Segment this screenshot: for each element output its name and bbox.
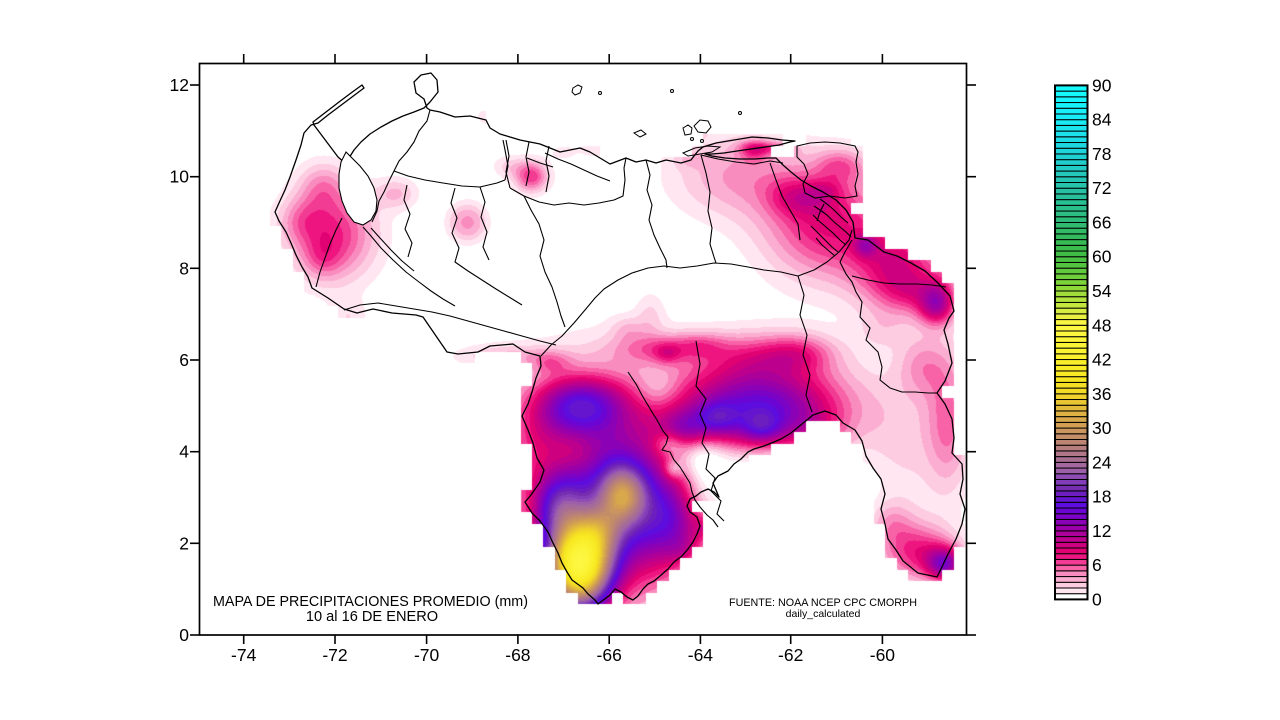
svg-text:10 al 16 DE ENERO: 10 al 16 DE ENERO	[306, 609, 438, 625]
svg-text:-68: -68	[505, 645, 530, 665]
svg-text:4: 4	[179, 442, 189, 462]
svg-text:FUENTE: NOAA NCEP CPC CMORPH: FUENTE: NOAA NCEP CPC CMORPH	[729, 597, 917, 609]
svg-text:-66: -66	[597, 645, 622, 665]
svg-text:8: 8	[179, 258, 189, 278]
svg-text:66: 66	[1092, 213, 1111, 233]
svg-text:78: 78	[1092, 144, 1111, 164]
svg-text:84: 84	[1092, 110, 1112, 130]
svg-text:-62: -62	[778, 645, 803, 665]
svg-text:36: 36	[1092, 384, 1111, 404]
svg-text:-70: -70	[414, 645, 440, 665]
svg-text:-64: -64	[688, 645, 714, 665]
svg-text:-72: -72	[322, 645, 347, 665]
svg-text:0: 0	[179, 625, 189, 645]
svg-text:24: 24	[1092, 452, 1112, 472]
svg-text:-60: -60	[870, 645, 896, 665]
svg-text:-74: -74	[231, 645, 257, 665]
svg-text:daily_calculated: daily_calculated	[786, 608, 861, 620]
svg-text:60: 60	[1092, 247, 1112, 267]
svg-text:12: 12	[170, 75, 189, 95]
svg-text:MAPA DE PRECIPITACIONES PROMED: MAPA DE PRECIPITACIONES PROMEDIO (mm)	[213, 594, 528, 610]
svg-text:48: 48	[1092, 315, 1111, 335]
svg-text:6: 6	[179, 350, 189, 370]
svg-text:12: 12	[1092, 521, 1111, 541]
svg-text:0: 0	[1092, 589, 1102, 609]
svg-text:18: 18	[1092, 487, 1111, 507]
svg-text:6: 6	[1092, 555, 1102, 575]
svg-text:54: 54	[1092, 281, 1112, 301]
svg-text:42: 42	[1092, 350, 1111, 370]
svg-text:30: 30	[1092, 418, 1112, 438]
svg-text:72: 72	[1092, 178, 1111, 198]
svg-text:2: 2	[179, 533, 189, 553]
svg-text:10: 10	[170, 167, 190, 187]
svg-text:90: 90	[1092, 75, 1112, 95]
